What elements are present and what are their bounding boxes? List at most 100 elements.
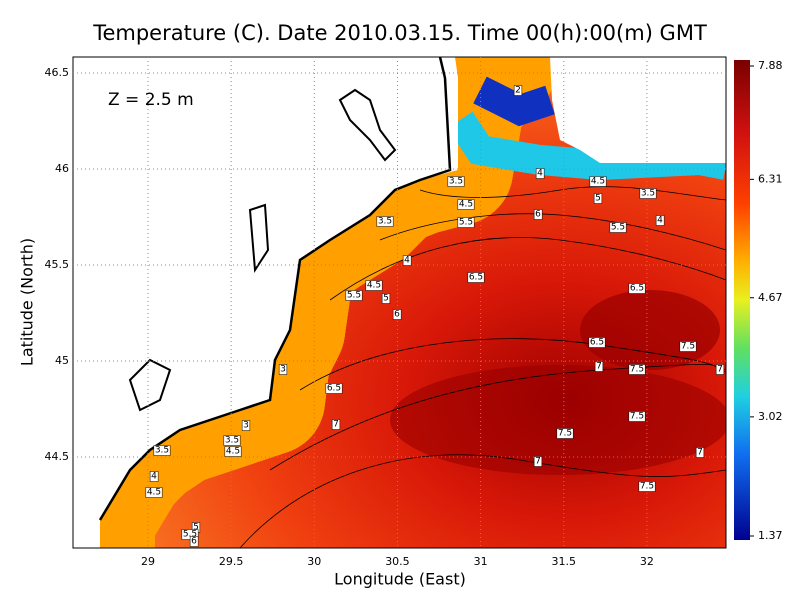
y-axis-label: Latitude (North) — [18, 238, 37, 366]
label-box — [345, 290, 363, 301]
label-box — [535, 168, 545, 179]
title: Temperature (C). Date 2010.03.15. Time 0… — [92, 21, 707, 45]
label-box — [241, 420, 251, 431]
plot-frame — [72, 56, 727, 549]
label-box — [628, 283, 646, 294]
y-tick-label: 45 — [55, 354, 69, 367]
contour-label: 4 — [404, 256, 410, 266]
contour-label: 5 — [383, 294, 389, 304]
contour-label: 5.5 — [459, 218, 473, 228]
field — [73, 57, 726, 548]
contour-label: 3.5 — [449, 177, 463, 187]
contour-label: 7 — [333, 420, 339, 430]
label-box — [556, 428, 574, 439]
contour-label: 5 — [595, 194, 601, 204]
contour-label: 7 — [596, 362, 602, 372]
label-box — [589, 176, 607, 187]
contour-label: 4.5 — [591, 177, 605, 187]
contour-label: 4.5 — [459, 200, 473, 210]
colorbar-tick-label: 1.37 — [758, 529, 783, 542]
label-box — [325, 383, 343, 394]
x-tick-label: 30.5 — [385, 555, 410, 568]
label-box — [679, 341, 697, 352]
label-box — [513, 85, 523, 96]
contour-label: 7.5 — [558, 429, 572, 439]
x-tick-label: 31.5 — [552, 555, 577, 568]
contour-label: 3.5 — [378, 217, 392, 227]
y-tick-label: 46 — [55, 162, 69, 175]
label-box — [189, 536, 199, 547]
label-box — [457, 199, 475, 210]
label-box — [153, 445, 171, 456]
label-box — [223, 435, 241, 446]
no-data — [550, 57, 726, 163]
label-box — [639, 188, 657, 199]
contour-label: 6.5 — [469, 273, 483, 283]
contour-label: 7 — [697, 448, 703, 458]
label-box — [588, 337, 606, 348]
x-tick-label: 29.5 — [219, 555, 244, 568]
label-box — [695, 447, 705, 458]
contour-label: 6.5 — [590, 338, 604, 348]
contour-label: 4 — [537, 169, 543, 179]
label-box — [365, 280, 383, 291]
y-tick-label: 45.5 — [45, 258, 70, 271]
contour-label: 3.5 — [641, 189, 655, 199]
colorbar-tick-label: 3.02 — [758, 410, 783, 423]
y-tick-label: 44.5 — [45, 450, 70, 463]
contour-labels: 2 3.5 4 4.5 5 3.5 4 4.5 6 5.5 5.5 3.5 4 … — [145, 85, 725, 547]
contour-label: 7.5 — [630, 412, 644, 422]
contour-label: 3.5 — [155, 446, 169, 456]
label-box — [381, 293, 391, 304]
label-box — [628, 364, 646, 375]
contour-label: 4.5 — [367, 281, 381, 291]
label-box — [447, 176, 465, 187]
x-axis-label: Longitude (East) — [334, 570, 466, 589]
label-box — [533, 456, 543, 467]
label-box — [149, 471, 159, 482]
label-box — [376, 216, 394, 227]
coastline — [128, 88, 397, 412]
land — [73, 57, 458, 548]
contour-label: 4 — [151, 472, 157, 482]
contours — [239, 186, 726, 548]
contour-label: 7 — [717, 365, 723, 375]
label-box — [402, 255, 412, 266]
contour-label: 4 — [657, 216, 663, 226]
contour-label: 5.5 — [347, 291, 361, 301]
label-box — [457, 217, 475, 228]
colorbar-tick-label: 6.31 — [758, 172, 783, 185]
contour-label: 2 — [515, 86, 521, 96]
contour-label: 7 — [535, 457, 541, 467]
x-tick-label: 29 — [141, 555, 155, 568]
contour-label: 4.5 — [147, 488, 161, 498]
label-box — [467, 272, 485, 283]
contour-label: 3 — [243, 421, 249, 431]
contour-label: 7.5 — [640, 482, 654, 492]
label-box — [278, 364, 288, 375]
x-tick-label: 31 — [474, 555, 488, 568]
contour-label: 6.5 — [327, 384, 341, 394]
label-box — [224, 446, 242, 457]
contour-label: 5 — [193, 523, 199, 533]
x-tick-label: 32 — [640, 555, 654, 568]
colorbar — [734, 60, 750, 540]
label-box — [715, 364, 725, 375]
contour-label: 3 — [280, 365, 286, 375]
label-box — [145, 487, 163, 498]
coastline — [98, 57, 452, 521]
contour-label: 5.5 — [183, 530, 197, 540]
label-box — [533, 209, 543, 220]
contour-label: 4.5 — [226, 447, 240, 457]
label-box — [392, 309, 402, 320]
x-tick-label: 30 — [307, 555, 321, 568]
label-box — [594, 361, 604, 372]
contour-label: 6 — [535, 210, 541, 220]
contour-label: 6.5 — [630, 284, 644, 294]
colorbar-tick-label: 4.67 — [758, 291, 783, 304]
warm-core — [390, 365, 726, 475]
y-tick-label: 46.5 — [45, 66, 70, 79]
label-box — [609, 222, 627, 233]
